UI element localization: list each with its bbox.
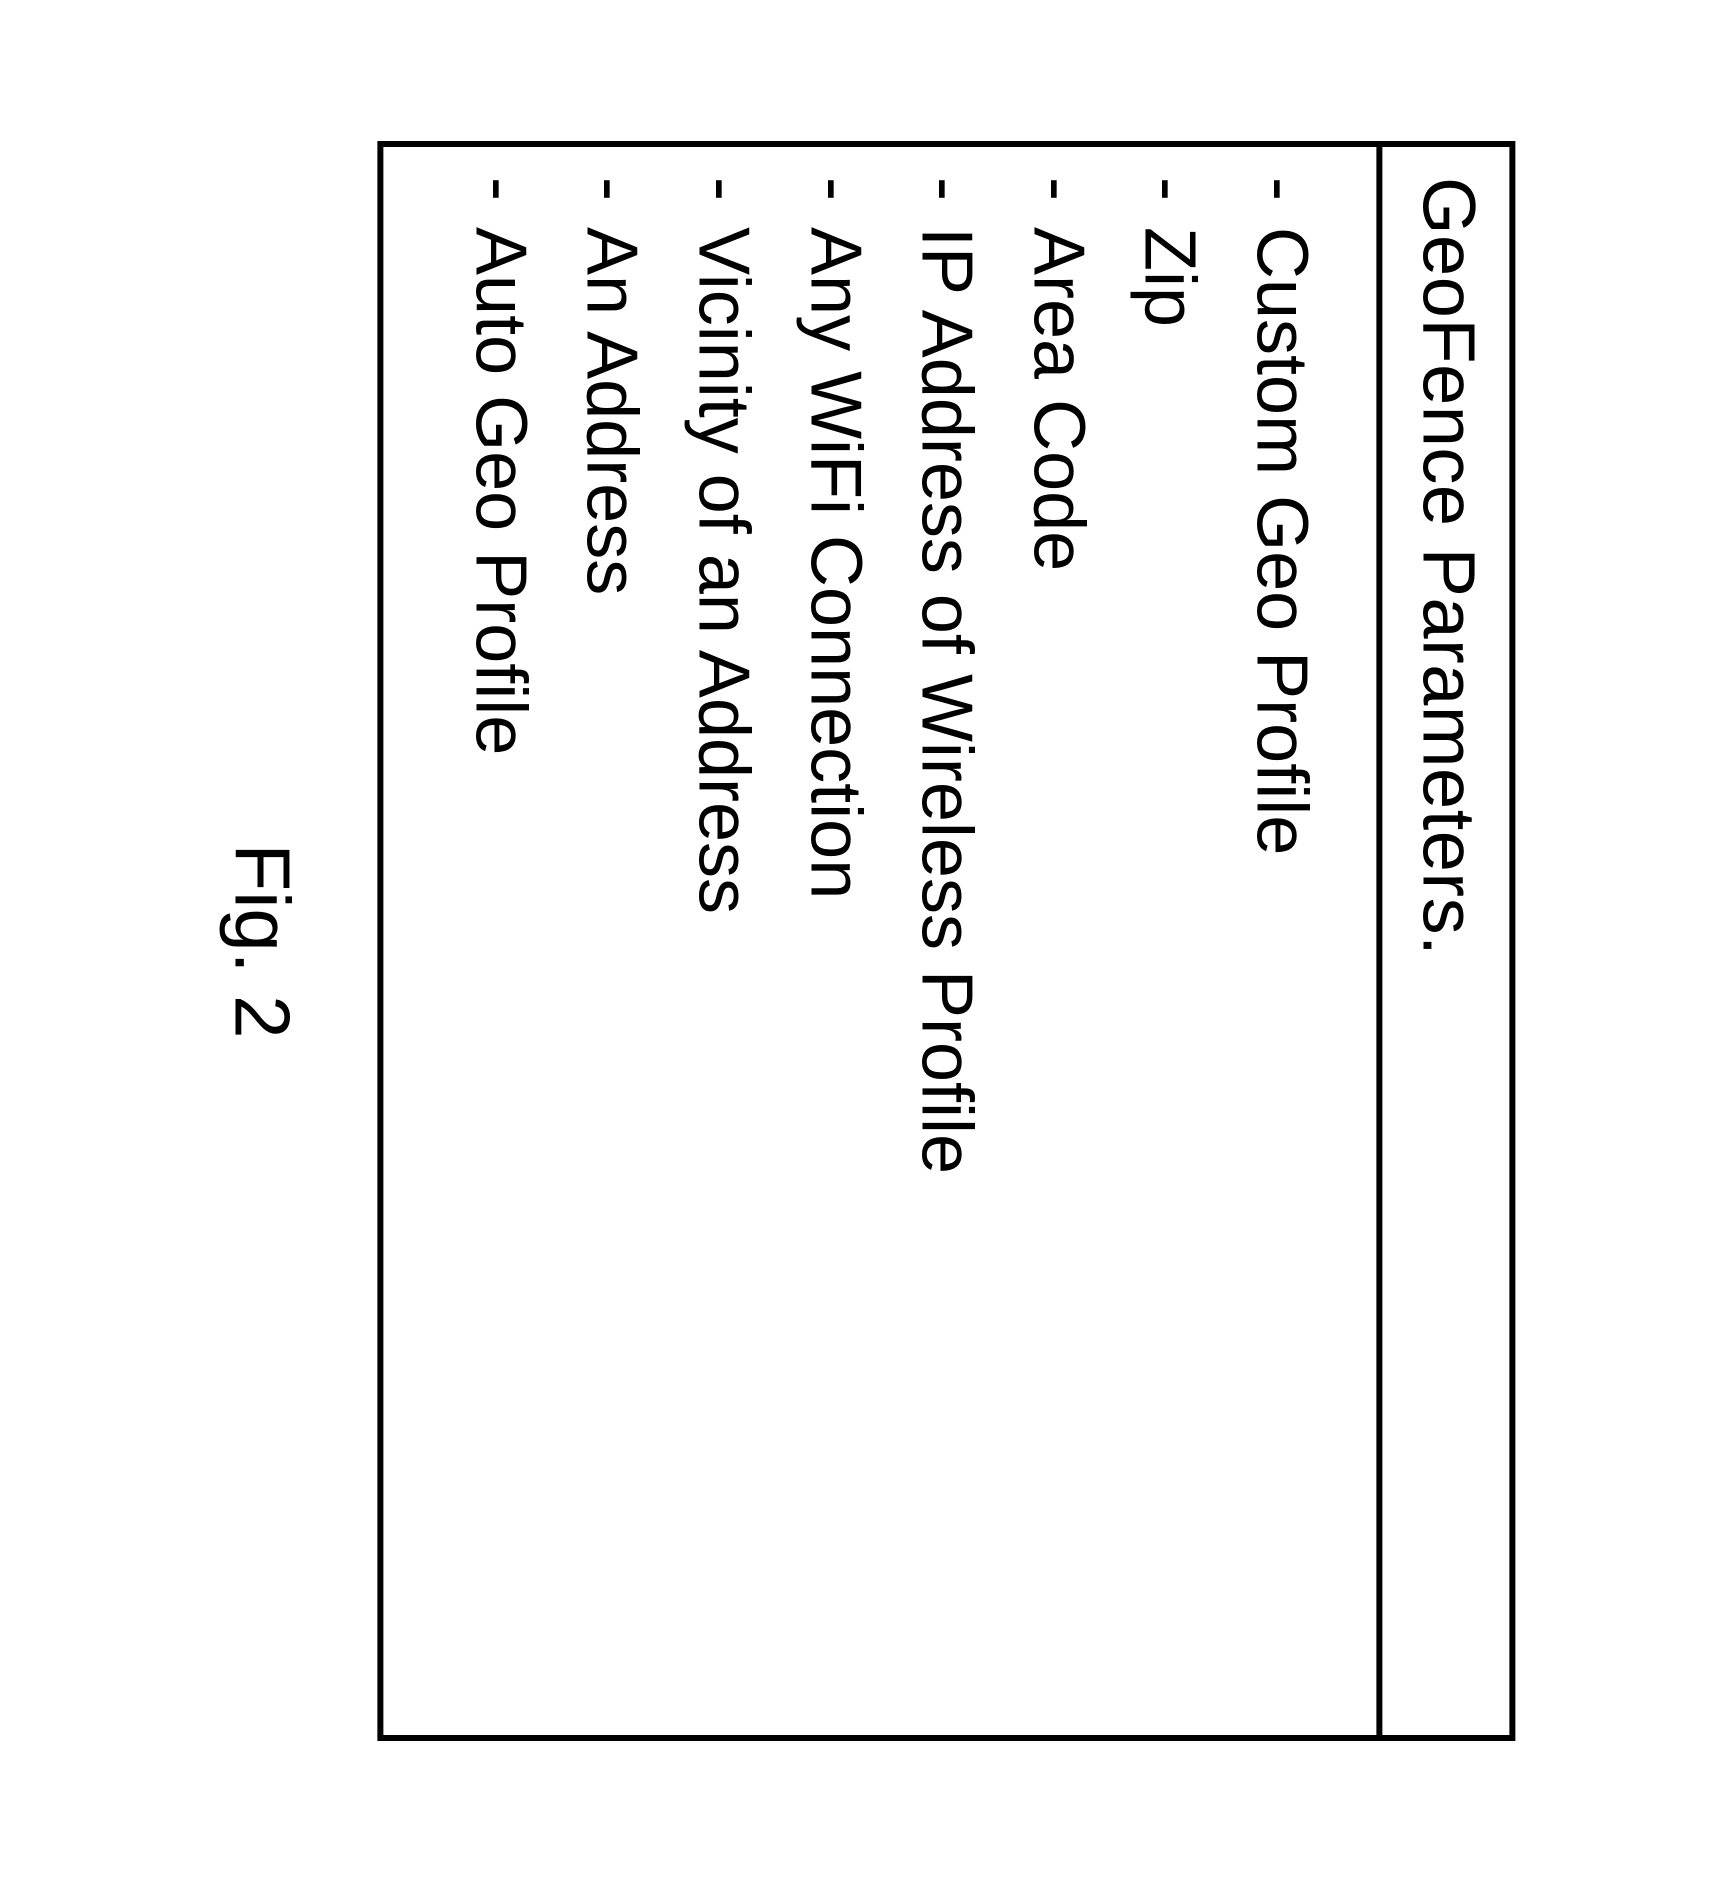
list-item-label: Auto Geo Profile (444, 227, 556, 755)
list-item: - Zip (1113, 177, 1225, 1705)
list-item: - Vicinity of an Address (667, 177, 779, 1705)
figure-caption: Fig. 2 (217, 141, 308, 1741)
panel-body: - Custom Geo Profile - Zip - Area Code -… (384, 147, 1377, 1735)
dash-icon: - (1002, 177, 1114, 207)
list-item-label: An Address (555, 227, 667, 595)
dash-icon: - (667, 177, 779, 207)
list-item: - Custom Geo Profile (1225, 177, 1337, 1705)
dash-icon: - (444, 177, 556, 207)
rotated-content: GeoFence Parameters. - Custom Geo Profil… (217, 141, 1516, 1741)
dash-icon: - (890, 177, 1002, 207)
list-item-label: Any WiFi Connection (778, 227, 890, 899)
list-item-label: IP Address of Wireless Profile (890, 227, 1002, 1174)
list-item-label: Custom Geo Profile (1225, 227, 1337, 855)
dash-icon: - (555, 177, 667, 207)
list-item: - An Address (555, 177, 667, 1705)
panel-title: GeoFence Parameters. (1376, 147, 1509, 1735)
dash-icon: - (1113, 177, 1225, 207)
list-item: - IP Address of Wireless Profile (890, 177, 1002, 1705)
dash-icon: - (1225, 177, 1337, 207)
list-item-label: Area Code (1002, 227, 1114, 571)
dash-icon: - (778, 177, 890, 207)
list-item-label: Vicinity of an Address (667, 227, 779, 914)
page: GeoFence Parameters. - Custom Geo Profil… (0, 0, 1732, 1882)
list-item: - Area Code (1002, 177, 1114, 1705)
panel-area: GeoFence Parameters. - Custom Geo Profil… (217, 141, 1516, 1741)
geofence-panel: GeoFence Parameters. - Custom Geo Profil… (378, 141, 1516, 1741)
list-item: - Any WiFi Connection (778, 177, 890, 1705)
list-item-label: Zip (1113, 227, 1225, 327)
list-item: - Auto Geo Profile (444, 177, 556, 1705)
